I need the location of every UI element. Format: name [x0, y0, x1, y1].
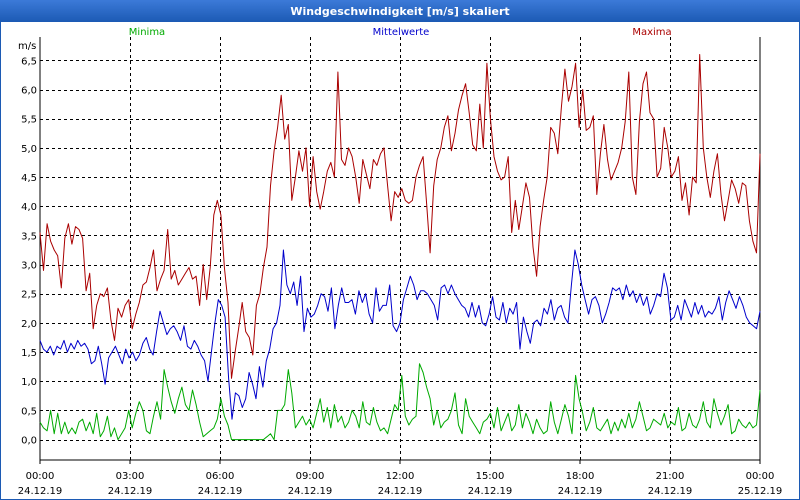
x-tick-date-label: 24.12.19: [558, 486, 603, 497]
legend-item-maxima: Maxima: [632, 27, 671, 38]
y-tick-label: 0,0: [21, 436, 37, 447]
y-tick-label: 3,5: [21, 231, 37, 242]
y-axis-unit-label: m/s: [18, 41, 36, 52]
y-tick-label: 6,0: [21, 86, 37, 97]
x-tick-time-label: 15:00: [476, 471, 505, 482]
x-tick-date-label: 24.12.19: [288, 486, 333, 497]
series-line-minima: [39, 363, 761, 441]
y-tick-label: 1,5: [21, 348, 37, 359]
x-tick-date-label: 24.12.19: [648, 486, 693, 497]
x-tick-time-label: 21:00: [656, 471, 685, 482]
x-tick-date-label: 24.12.19: [378, 486, 423, 497]
y-tick-label: 4,5: [21, 173, 37, 184]
y-tick-label: 0,5: [21, 406, 37, 417]
title-bar-background: [0, 0, 800, 22]
legend: Minima Mittelwerte Maxima: [129, 27, 672, 38]
x-tick-time-label: 06:00: [206, 471, 235, 482]
x-tick-date-label: 24.12.19: [468, 486, 513, 497]
series-layer: [39, 54, 761, 441]
x-tick-time-label: 12:00: [386, 471, 415, 482]
series-line-maxima: [39, 54, 761, 379]
y-tick-label: 2,5: [21, 290, 37, 301]
legend-item-mittelwerte: Mittelwerte: [373, 27, 430, 38]
y-axis-ticks: 0,0 0,5 1,0 1,5 2,0 2,5 3,0 3,5 4,0 4,5 5,0 5,5 6,0 6…: [21, 56, 37, 446]
x-axis-ticks: 00:00 24.12.19 03:00 24.12.19 06:00 24.12.19 0…: [18, 460, 783, 497]
y-tick-label: 5,0: [21, 144, 37, 155]
legend-item-minima: Minima: [129, 27, 165, 38]
y-tick-label: 5,5: [21, 115, 37, 126]
y-tick-label: 2,0: [21, 319, 37, 330]
x-tick-date-label: 24.12.19: [18, 486, 63, 497]
y-tick-label: 1,0: [21, 377, 37, 388]
y-tick-label: 6,5: [21, 56, 37, 67]
y-tick-label: 3,0: [21, 261, 37, 272]
x-tick-time-label: 18:00: [566, 471, 595, 482]
x-tick-date-label: 24.12.19: [108, 486, 153, 497]
x-tick-time-label: 09:00: [296, 471, 325, 482]
x-tick-date-label: 24.12.19: [198, 486, 243, 497]
plot-area: [39, 37, 761, 461]
chart-title: Windgeschwindigkeit [m/s] skaliert: [290, 5, 509, 18]
y-tick-label: 4,0: [21, 202, 37, 213]
series-line-mittelwerte: [39, 249, 761, 420]
x-tick-time-label: 00:00: [746, 471, 775, 482]
title-bar: Windgeschwindigkeit [m/s] skaliert: [0, 0, 800, 22]
x-tick-date-label: 25.12.19: [738, 486, 783, 497]
x-tick-time-label: 03:00: [116, 471, 145, 482]
x-tick-time-label: 00:00: [26, 471, 55, 482]
